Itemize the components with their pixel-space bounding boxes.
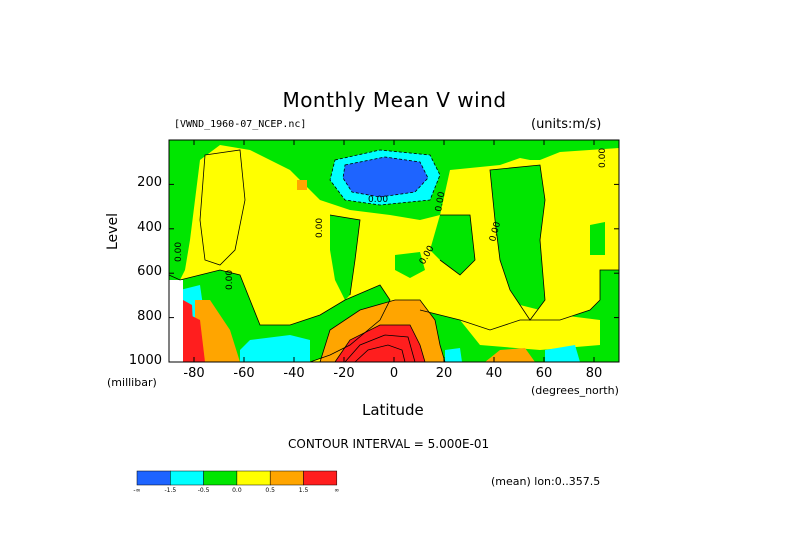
source-label: [VWND_1960-07_NCEP.nc] — [174, 119, 307, 130]
contour-label: 0.00 — [225, 270, 235, 290]
colorbar-swatch — [203, 470, 238, 486]
colorbar-label: 0.0 — [232, 487, 242, 494]
colorbar-swatch — [170, 470, 204, 486]
orange-field-left — [195, 300, 240, 362]
y-tick-label: 400 — [137, 219, 162, 235]
orange-field-spot — [297, 180, 307, 190]
cyan-field-lower-left — [240, 335, 310, 362]
green-field-patch — [395, 252, 425, 278]
contour-label: 0.00 — [434, 191, 447, 213]
colorbar-label: 1.5 — [298, 487, 309, 494]
x-tick-label: 80 — [585, 366, 603, 381]
x-unit-label: (degrees_north) — [531, 384, 619, 397]
green-field-edge — [590, 222, 605, 255]
contour-label: 0.00 — [368, 195, 388, 205]
green-field-right — [490, 165, 545, 320]
green-field-mid — [430, 215, 475, 275]
contour-label: 0.00 — [598, 148, 608, 168]
y-unit-label: (millibar) — [107, 376, 157, 389]
y-tick-label: 600 — [137, 264, 162, 280]
contour-interval-label: CONTOUR INTERVAL = 5.000E-01 — [288, 437, 490, 451]
orange-field-right — [485, 348, 535, 362]
units-label: (units:m/s) — [531, 117, 602, 132]
contour-lines — [168, 149, 619, 363]
x-tick-label: 20 — [435, 366, 453, 381]
x-tick-label: -20 — [333, 366, 355, 381]
x-tick-label: 40 — [485, 366, 503, 381]
colorbar-swatch — [303, 470, 338, 486]
colorbar-swatch — [269, 470, 304, 486]
colorbar-swatch — [136, 470, 171, 486]
y-axis-label: Level — [105, 213, 121, 250]
contour-label: 0.00 — [174, 242, 184, 262]
colorbar-swatch — [236, 470, 271, 486]
y-tick-label: 200 — [137, 175, 162, 191]
colorbar-label: 0.5 — [265, 487, 275, 494]
colorbar-label: -0.5 — [197, 487, 210, 494]
y-tick-label: 800 — [137, 308, 162, 324]
chart-title: Monthly Mean V wind — [282, 88, 507, 112]
cyan-field-right — [545, 345, 580, 362]
missing-data-area — [169, 280, 183, 362]
colorbar-label: -1.5 — [164, 487, 177, 494]
yellow-island-lower — [460, 305, 600, 350]
yellow-island-right — [545, 160, 590, 250]
blue-field-core — [343, 157, 428, 197]
colorbar-label: ∞ — [334, 487, 340, 494]
colorbar-label: -∞ — [133, 487, 141, 494]
green-field-top — [169, 140, 619, 280]
cyan-field-small — [445, 348, 462, 362]
x-tick-label: -80 — [183, 366, 205, 381]
colorbar — [136, 470, 338, 486]
green-field-center — [330, 215, 360, 300]
yellow-island-upper — [200, 150, 245, 265]
x-tick-marks — [193, 140, 595, 362]
x-axis-label: Latitude — [362, 401, 424, 419]
x-tick-label: -40 — [283, 366, 305, 381]
y-tick-label: 1000 — [128, 353, 162, 368]
x-tick-label: 0 — [389, 366, 399, 381]
y-tick-marks — [169, 183, 619, 363]
x-tick-label: -60 — [233, 366, 255, 381]
plot-fields — [169, 140, 619, 362]
mean-label: (mean) lon:0..357.5 — [491, 475, 601, 488]
x-tick-label: 60 — [535, 366, 553, 381]
contour-label: 0.00 — [315, 218, 325, 238]
red-field-edge — [183, 300, 195, 362]
